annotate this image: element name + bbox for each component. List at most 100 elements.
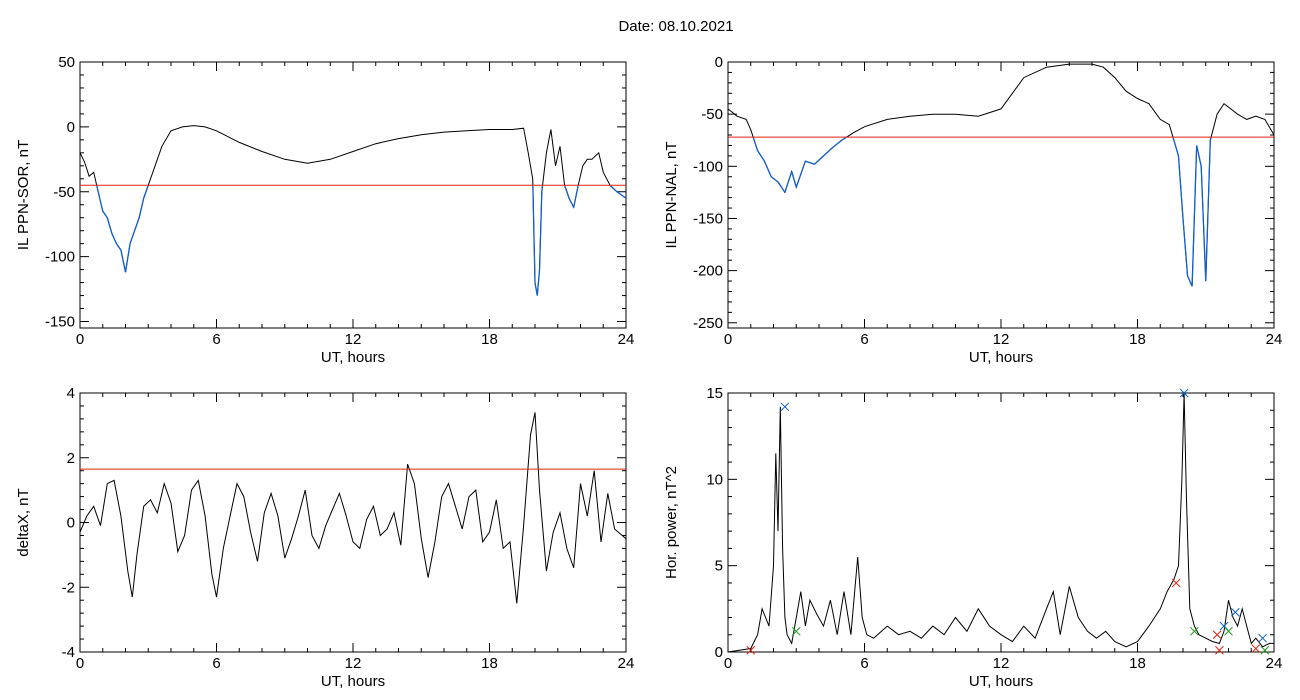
peak-marker [1230, 607, 1240, 617]
highlight-segment [1205, 140, 1211, 282]
x-axis-title: UT, hours [969, 673, 1033, 690]
highlight-segment [841, 136, 847, 141]
highlight-segment [832, 139, 843, 149]
y-tick-label: -200 [693, 263, 723, 280]
x-tick-label: 12 [345, 655, 362, 672]
peak-marker-stroke [1190, 626, 1199, 636]
peak-marker [780, 402, 790, 412]
peak-marker [1212, 630, 1222, 640]
y-tick-label: -150 [693, 210, 723, 227]
highlight-segment [573, 185, 579, 208]
y-axis-title: IL PPN-NAL, nT [663, 142, 680, 249]
highlight-segment [124, 243, 131, 273]
y-axis-title: deltaX, nT [15, 488, 32, 556]
highlight-segment [129, 230, 136, 244]
y-axis-title: Hor. power, nT^2 [663, 466, 680, 579]
highlight-segment [106, 217, 113, 234]
y-tick-label: -250 [693, 315, 723, 332]
peak-marker [1224, 626, 1233, 636]
x-tick-label: 24 [618, 655, 635, 672]
x-tick-label: 12 [993, 655, 1010, 672]
x-axis-title: UT, hours [969, 349, 1033, 366]
y-tick-label: 50 [58, 54, 75, 71]
highlight-segment [616, 191, 627, 199]
x-tick-label: 24 [618, 331, 635, 348]
y-tick-label: 0 [715, 54, 723, 71]
peak-marker [1215, 645, 1224, 655]
highlight-segment [1182, 218, 1189, 276]
peak-marker-stroke [1171, 578, 1181, 588]
y-tick-label: 10 [706, 471, 723, 488]
highlight-segment [1209, 136, 1212, 141]
peak-marker [791, 626, 801, 636]
peak-marker-stroke [1251, 644, 1261, 653]
x-tick-label: 0 [76, 331, 84, 348]
sor-chart: 0 6 12 18 24 50 0 -50 -100 -150 UT, hours IL PPN-SO… [15, 54, 634, 366]
deltax-chart: 0 6 12 18 24 4 2 0 -2 -4 UT, hours deltaX, nT [15, 385, 634, 690]
highlight-segment [1186, 275, 1193, 287]
power-chart: 0 6 12 18 24 15 10 5 0 UT, hours Hor. power, nT^2 [663, 385, 1282, 690]
x-tick-label: 6 [860, 331, 868, 348]
peak-marker-stroke [1212, 630, 1222, 640]
series-line [727, 392, 1274, 653]
highlight-segment [791, 171, 797, 188]
x-tick-label: 6 [212, 655, 220, 672]
highlight-segment [563, 185, 570, 199]
highlight-segment [102, 210, 108, 219]
peak-marker-stroke [746, 645, 756, 655]
peak-marker [1171, 578, 1181, 588]
x-tick-label: 24 [1266, 655, 1283, 672]
peak-marker-stroke [791, 626, 801, 636]
peak-marker-stroke [1215, 645, 1224, 655]
highlight-segment [120, 250, 127, 273]
highlight-segment [143, 185, 149, 199]
y-tick-label: 2 [67, 450, 75, 467]
highlight-segment [805, 160, 815, 165]
plot-frame [727, 392, 1275, 653]
peak-marker [1258, 633, 1267, 643]
peak-marker-stroke [1179, 388, 1189, 398]
series-line [727, 63, 1275, 287]
x-axis-title: UT, hours [321, 349, 385, 366]
highlight-segment [115, 243, 122, 251]
y-tick-label: -2 [62, 579, 75, 596]
y-tick-label: -4 [62, 644, 75, 661]
highlight-segment [541, 185, 544, 192]
nal-chart: 0 6 12 18 24 0 -50 -100 -150 -200 -250 UT, hours IL … [663, 54, 1282, 366]
highlight-segment [138, 198, 145, 218]
y-tick-label: 0 [67, 119, 75, 136]
highlight-segment [823, 147, 834, 157]
y-tick-label: -50 [701, 106, 723, 123]
x-tick-label: 12 [345, 331, 362, 348]
peak-marker-stroke [1219, 621, 1229, 631]
y-tick-label: 0 [715, 644, 723, 661]
peak-marker [1190, 626, 1199, 636]
highlight-segment [1172, 136, 1180, 157]
highlight-segment [770, 176, 779, 183]
page-title: Date: 08.10.2021 [618, 18, 734, 35]
y-axis-title: IL PPN-SOR, nT [15, 140, 32, 250]
y-tick-label: 0 [67, 515, 75, 532]
highlight-segment [1177, 155, 1184, 219]
x-tick-label: 18 [481, 655, 498, 672]
peak-marker-stroke [1258, 633, 1267, 643]
x-tick-label: 0 [724, 655, 732, 672]
highlight-segment [96, 185, 99, 192]
x-tick-label: 0 [76, 655, 84, 672]
highlight-segment [763, 160, 772, 178]
x-tick-label: 24 [1266, 331, 1283, 348]
highlight-segment [784, 171, 793, 193]
x-tick-label: 12 [993, 331, 1010, 348]
highlight-segment [133, 217, 140, 231]
peak-marker-stroke [1224, 626, 1233, 636]
x-tick-label: 0 [724, 331, 732, 348]
peak-marker-stroke [1230, 607, 1240, 617]
peak-marker [746, 645, 756, 655]
peak-marker-stroke [780, 402, 790, 412]
y-tick-label: -50 [53, 184, 75, 201]
y-tick-label: 5 [715, 558, 723, 575]
y-tick-label: 15 [706, 385, 723, 402]
y-tick-label: -100 [45, 249, 75, 266]
plot-frame [79, 61, 627, 329]
